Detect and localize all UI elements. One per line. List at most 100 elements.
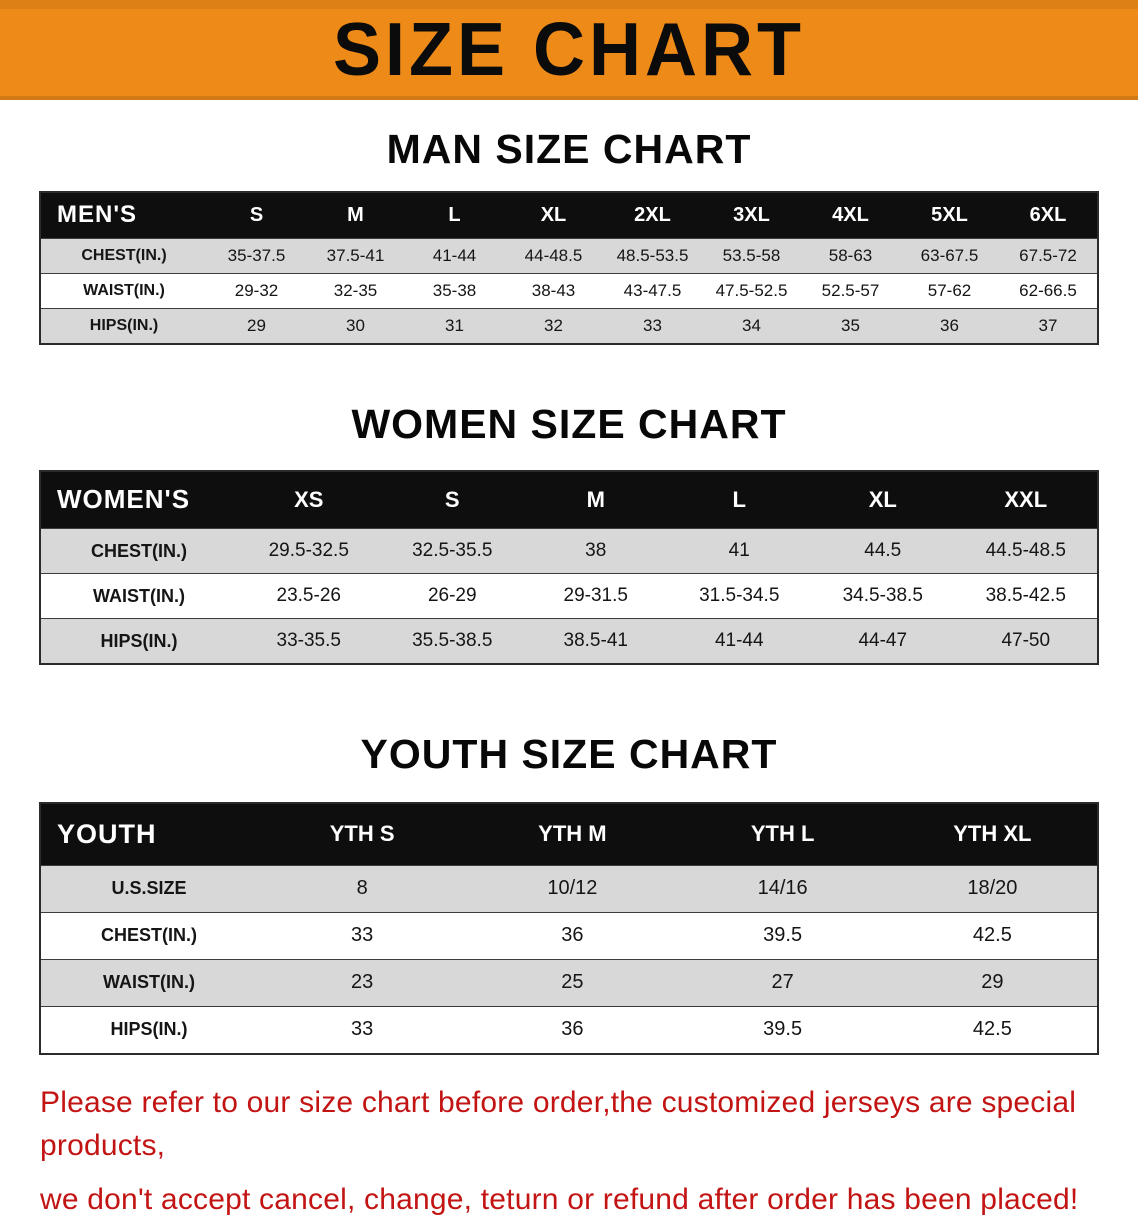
cell: 35-37.5 [207,238,306,273]
cell: 58-63 [801,238,900,273]
cell: 34 [702,308,801,344]
column-header: M [524,471,668,529]
disclaimer-line-2: we don't accept cancel, change, teturn o… [40,1178,1100,1221]
cell: 44-48.5 [504,238,603,273]
cell: 32 [504,308,603,344]
table-corner-label: MEN'S [40,192,207,238]
cell: 36 [900,308,999,344]
cell: 41 [668,529,812,574]
column-header: 3XL [702,192,801,238]
cell: 38-43 [504,273,603,308]
cell: 35 [801,308,900,344]
column-header: S [207,192,306,238]
cell: 42.5 [888,912,1098,959]
cell: 29.5-32.5 [237,529,381,574]
table-corner-label: WOMEN'S [40,471,237,529]
cell: 44.5 [811,529,955,574]
cell: 8 [257,865,467,912]
row-label: U.S.SIZE [40,865,257,912]
cell: 32-35 [306,273,405,308]
cell: 10/12 [467,865,677,912]
cell: 38.5-41 [524,619,668,665]
cell: 47.5-52.5 [702,273,801,308]
cell: 35.5-38.5 [381,619,525,665]
cell: 27 [678,959,888,1006]
cell: 29 [207,308,306,344]
men-section-heading: MAN SIZE CHART [0,126,1138,173]
cell: 37.5-41 [306,238,405,273]
column-header: YTH S [257,803,467,865]
cell: 41-44 [668,619,812,665]
column-header: S [381,471,525,529]
row-label: WAIST(IN.) [40,574,237,619]
cell: 39.5 [678,912,888,959]
cell: 47-50 [955,619,1099,665]
row-label: CHEST(IN.) [40,238,207,273]
cell: 36 [467,912,677,959]
table-corner-label: YOUTH [40,803,257,865]
row-label: CHEST(IN.) [40,912,257,959]
disclaimer-line-1: Please refer to our size chart before or… [40,1081,1100,1168]
cell: 23 [257,959,467,1006]
cell: 43-47.5 [603,273,702,308]
column-header: M [306,192,405,238]
cell: 52.5-57 [801,273,900,308]
cell: 39.5 [678,1006,888,1054]
row-label: WAIST(IN.) [40,959,257,1006]
row-label: HIPS(IN.) [40,1006,257,1054]
column-header: YTH M [467,803,677,865]
cell: 57-62 [900,273,999,308]
cell: 33 [603,308,702,344]
cell: 14/16 [678,865,888,912]
row-label: WAIST(IN.) [40,273,207,308]
disclaimer: Please refer to our size chart before or… [40,1081,1100,1221]
column-header: XXL [955,471,1099,529]
cell: 18/20 [888,865,1098,912]
row-label: HIPS(IN.) [40,619,237,665]
column-header: 6XL [999,192,1098,238]
cell: 38.5-42.5 [955,574,1099,619]
cell: 63-67.5 [900,238,999,273]
cell: 29-31.5 [524,574,668,619]
column-header: 5XL [900,192,999,238]
cell: 42.5 [888,1006,1098,1054]
banner: SIZE CHART [0,0,1138,100]
column-header: XL [504,192,603,238]
cell: 48.5-53.5 [603,238,702,273]
column-header: L [405,192,504,238]
cell: 62-66.5 [999,273,1098,308]
cell: 38 [524,529,668,574]
women-section-heading: WOMEN SIZE CHART [0,401,1138,448]
youth-section-heading: YOUTH SIZE CHART [0,731,1138,778]
cell: 30 [306,308,405,344]
row-label: CHEST(IN.) [40,529,237,574]
cell: 44-47 [811,619,955,665]
cell: 26-29 [381,574,525,619]
cell: 31.5-34.5 [668,574,812,619]
cell: 23.5-26 [237,574,381,619]
row-label: HIPS(IN.) [40,308,207,344]
cell: 53.5-58 [702,238,801,273]
column-header: 2XL [603,192,702,238]
cell: 37 [999,308,1098,344]
column-header: 4XL [801,192,900,238]
cell: 67.5-72 [999,238,1098,273]
cell: 25 [467,959,677,1006]
